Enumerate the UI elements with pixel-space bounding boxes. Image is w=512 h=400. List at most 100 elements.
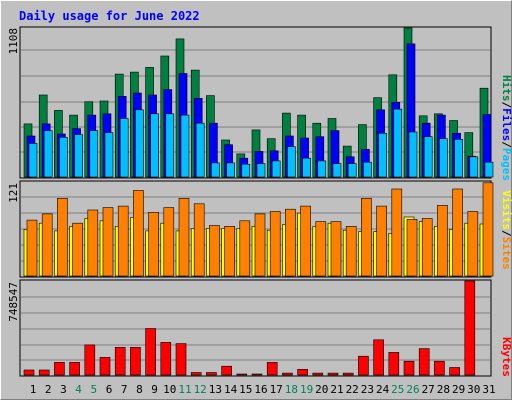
bar-kbytes-28 — [434, 360, 445, 376]
bar-kbytes-23 — [358, 355, 369, 376]
bar-pages-9 — [150, 113, 159, 178]
x-label-day-18: 18 — [285, 383, 298, 396]
bar-kbytes-9 — [145, 328, 156, 376]
x-label-day-25: 25 — [391, 383, 404, 396]
bar-pages-28 — [439, 138, 448, 178]
x-label-day-27: 27 — [422, 383, 435, 396]
bar-sites-31 — [482, 182, 494, 277]
bar-sites-30 — [467, 211, 479, 277]
bar-pages-1 — [28, 143, 38, 178]
bar-kbytes-26 — [403, 360, 415, 376]
legend-pages: Pages — [500, 148, 512, 181]
bar-kbytes-6 — [99, 357, 111, 376]
bar-pages-21 — [332, 163, 342, 178]
bar-kbytes-24 — [373, 339, 384, 376]
bar-kbytes-30 — [464, 280, 476, 376]
bar-pages-18 — [287, 146, 296, 178]
bar-kbytes-5 — [84, 344, 96, 376]
x-label-day-30: 30 — [467, 383, 480, 396]
bar-sites-9 — [148, 212, 159, 277]
bar-sites-1 — [26, 219, 38, 277]
bar-pages-10 — [165, 113, 175, 178]
bar-sites-3 — [57, 198, 68, 277]
x-label-day-21: 21 — [330, 383, 343, 396]
bar-sites-29 — [452, 188, 463, 277]
bar-kbytes-22 — [342, 372, 354, 376]
x-label-day-5: 5 — [90, 383, 97, 396]
x-label-day-17: 17 — [270, 383, 283, 396]
x-label-day-14: 14 — [224, 383, 238, 396]
bar-pages-19 — [302, 157, 311, 178]
bar-kbytes-18 — [282, 372, 293, 376]
x-label-day-19: 19 — [300, 383, 313, 396]
x-label-day-29: 29 — [452, 383, 465, 396]
bar-pages-11 — [180, 114, 190, 178]
bar-sites-6 — [102, 207, 114, 277]
bar-kbytes-29 — [449, 367, 460, 376]
x-label-day-28: 28 — [437, 383, 450, 396]
x-label-day-20: 20 — [315, 383, 328, 396]
bar-sites-25 — [391, 188, 403, 277]
bar-sites-18 — [285, 208, 296, 277]
y-max-label-visits: 121 — [7, 183, 20, 203]
bar-kbytes-10 — [160, 342, 172, 376]
legend-slash-2: / — [500, 141, 512, 148]
x-label-day-4: 4 — [75, 383, 82, 396]
bar-sites-14 — [224, 226, 235, 277]
bar-kbytes-2 — [38, 369, 50, 376]
bar-sites-19 — [300, 205, 311, 277]
bar-kbytes-12 — [190, 372, 202, 376]
x-label-day-23: 23 — [361, 383, 374, 396]
x-label-day-13: 13 — [209, 383, 222, 396]
bar-sites-16 — [254, 213, 266, 277]
bar-pages-23 — [363, 161, 372, 178]
bar-sites-11 — [178, 198, 190, 277]
bar-sites-17 — [269, 211, 281, 277]
x-label-day-1: 1 — [30, 383, 37, 396]
x-label-day-8: 8 — [136, 383, 143, 396]
bar-pages-8 — [135, 109, 144, 178]
x-label-day-6: 6 — [106, 383, 113, 396]
x-label-day-2: 2 — [45, 383, 52, 396]
bar-pages-4 — [74, 134, 83, 178]
bar-sites-21 — [330, 221, 342, 277]
legend-sites: Sites — [500, 237, 512, 270]
bar-pages-25 — [393, 108, 403, 178]
x-label-day-11: 11 — [178, 383, 191, 396]
bar-marks — [23, 27, 494, 376]
bar-pages-22 — [347, 163, 357, 178]
bar-sites-15 — [239, 220, 251, 277]
legend-top: Hits/Files/Pages — [500, 75, 512, 181]
legend-files: Files — [500, 108, 512, 141]
bar-sites-4 — [72, 222, 83, 277]
bar-kbytes-21 — [327, 372, 339, 376]
bar-kbytes-19 — [297, 368, 308, 376]
legend-middle: Visits/Sites — [500, 190, 512, 270]
bar-kbytes-7 — [114, 347, 126, 376]
bar-sites-12 — [193, 203, 205, 277]
bar-sites-22 — [345, 226, 357, 277]
bar-sites-27 — [421, 218, 433, 277]
x-label-day-31: 31 — [482, 383, 495, 396]
legend-kbytes: KBytes — [500, 337, 512, 377]
x-axis-labels: 1 2 3 4 5 6 7 8 9 10 11 12 13 14 15 16 17 18 19 20 21 22 23 24 2… — [30, 383, 496, 396]
x-label-day-22: 22 — [346, 383, 359, 396]
bar-sites-23 — [361, 198, 372, 277]
legend-slash-3: / — [500, 230, 512, 237]
x-label-day-3: 3 — [60, 383, 67, 396]
bar-pages-2 — [43, 130, 53, 178]
chart-title: Daily usage for June 2022 — [19, 9, 200, 23]
bar-sites-8 — [133, 190, 144, 277]
bar-pages-17 — [271, 160, 281, 178]
bar-pages-20 — [317, 160, 327, 178]
x-label-day-16: 16 — [254, 383, 267, 396]
bar-pages-27 — [423, 136, 433, 178]
bar-sites-24 — [376, 205, 387, 277]
x-label-day-24: 24 — [376, 383, 390, 396]
legend-visits: Visits — [500, 190, 512, 230]
bar-pages-5 — [89, 130, 99, 178]
bar-kbytes-3 — [54, 362, 65, 376]
bar-pages-6 — [104, 132, 114, 178]
x-label-day-9: 9 — [151, 383, 158, 396]
